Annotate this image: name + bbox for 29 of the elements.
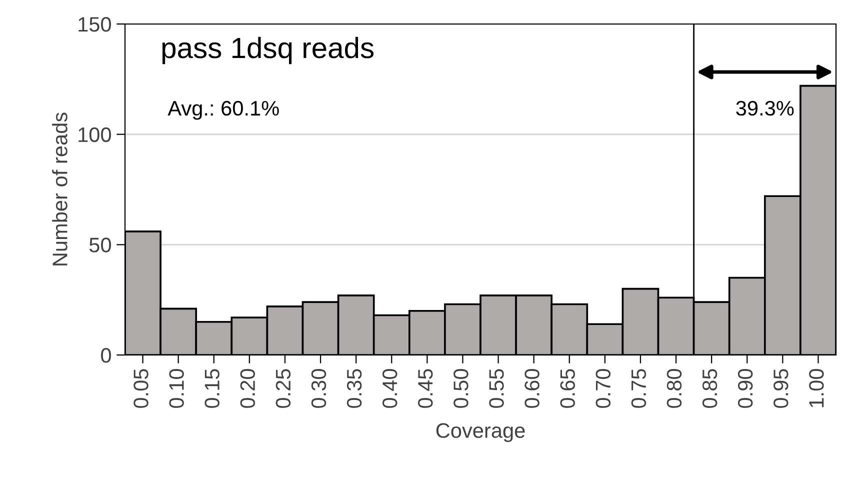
x-tick-label: 0.60: [524, 369, 540, 408]
x-tick-label: 0.45: [418, 369, 433, 408]
y-tick-label: 50: [89, 238, 111, 252]
x-tick-label: 0.20: [240, 369, 256, 408]
x-tick-label: 0.25: [276, 369, 291, 408]
x-tick-label: 0.95: [774, 369, 788, 408]
x-tick-label: 0.10: [169, 369, 184, 408]
x-tick-label: 0.80: [666, 369, 682, 408]
chart-title: pass 1dsq reads: [162, 36, 374, 64]
x-tick-label: 0.55: [489, 369, 504, 408]
x-axis-title: Coverage: [436, 423, 525, 442]
y-tick-label: 0: [101, 348, 111, 363]
x-tick-label: 0.85: [702, 369, 718, 408]
x-tick-label: 0.30: [311, 369, 326, 408]
y-axis-title: Number of reads: [52, 112, 68, 266]
x-tick-label: 0.40: [382, 369, 398, 408]
y-tick-label: 150: [78, 17, 111, 32]
x-tick-label: 1.00: [809, 369, 824, 408]
x-tick-label: 0.50: [454, 369, 468, 408]
annotation: Avg.: 60.1%: [168, 100, 279, 120]
annotation: 39.3%: [736, 100, 794, 116]
x-tick-label: 0.70: [596, 369, 611, 408]
x-tick-label: 0.65: [560, 369, 575, 408]
x-tick-label: 0.75: [631, 369, 646, 408]
x-tick-label: 0.90: [738, 369, 753, 408]
x-tick-label: 0.15: [204, 369, 220, 408]
y-tick-label: 100: [78, 127, 111, 142]
x-tick-label: 0.05: [134, 369, 148, 408]
x-tick-label: 0.35: [346, 369, 362, 408]
